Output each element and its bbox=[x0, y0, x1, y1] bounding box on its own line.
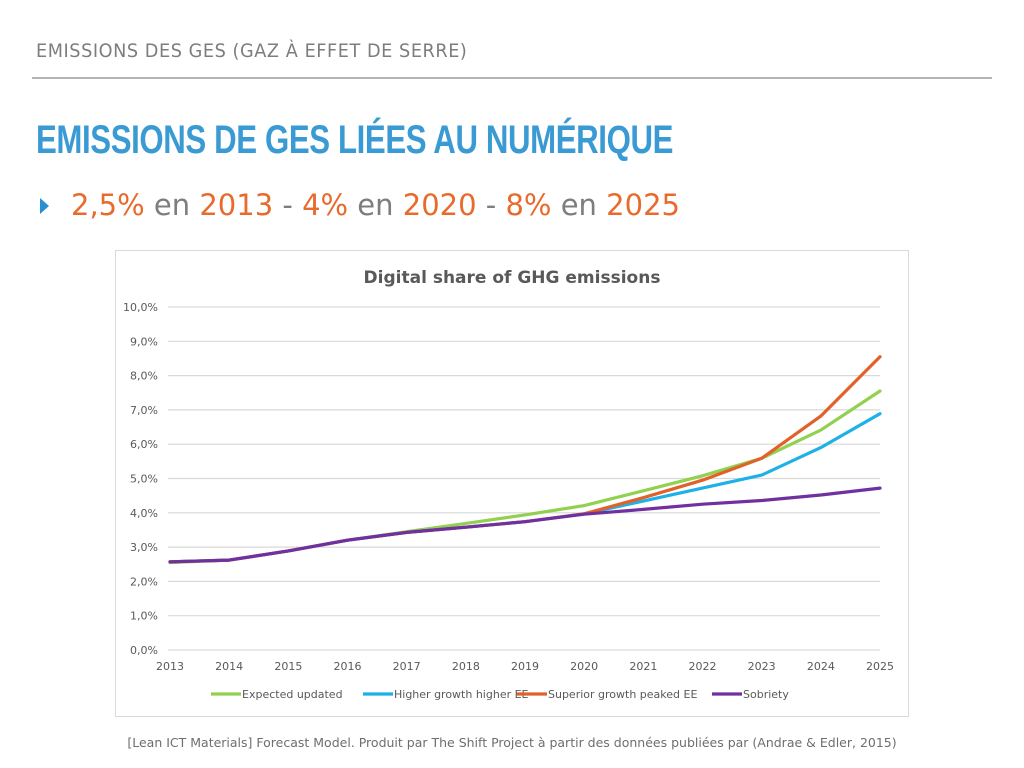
y-tick-label: 8,0% bbox=[130, 370, 158, 383]
x-tick-label: 2013 bbox=[156, 660, 184, 673]
chart-title: Digital share of GHG emissions bbox=[364, 268, 661, 288]
bullet-connector: en bbox=[348, 188, 403, 222]
legend-label: Expected updated bbox=[242, 688, 343, 701]
x-tick-label: 2023 bbox=[748, 660, 776, 673]
series-line-sobriety bbox=[168, 486, 882, 564]
y-tick-label: 4,0% bbox=[130, 507, 158, 520]
bullet-highlight: 2,5% bbox=[71, 188, 145, 222]
y-tick-label: 1,0% bbox=[130, 610, 158, 623]
bullet-highlight: 2025 bbox=[606, 188, 680, 222]
bullet-connector: - bbox=[273, 188, 303, 222]
y-tick-label: 6,0% bbox=[130, 438, 158, 451]
series-line-superior-growth-peaked-ee bbox=[168, 355, 882, 564]
section-title: EMISSIONS DES GES (GAZ À EFFET DE SERRE) bbox=[36, 40, 468, 62]
bullet-highlight: 2013 bbox=[199, 188, 274, 222]
x-tick-label: 2020 bbox=[570, 660, 598, 673]
y-tick-label: 7,0% bbox=[130, 404, 158, 417]
x-axis-ticks: 2013 2014 2015 2016 2017 2018 2019 2020 2021 2022… bbox=[156, 660, 894, 673]
slide-title: EMISSIONS DE GES LIÉES AU NUMÉRIQUE bbox=[36, 118, 674, 162]
line-chart: Digital share of GHG emissions 0,0% 1,0% 2… bbox=[123, 268, 894, 701]
bullet-highlight: 2020 bbox=[402, 188, 477, 222]
x-tick-label: 2015 bbox=[274, 660, 302, 673]
bullet-text: 2,5% en 2013 - 4% en 2020 - 8% en 2025 bbox=[71, 188, 680, 222]
y-tick-label: 3,0% bbox=[130, 541, 158, 554]
y-tick-label: 9,0% bbox=[130, 335, 158, 348]
legend-label: Sobriety bbox=[743, 688, 789, 701]
bullet-point: 2,5% en 2013 - 4% en 2020 - 8% en 2025 bbox=[40, 188, 680, 222]
y-tick-label: 10,0% bbox=[123, 301, 158, 314]
legend-label: Higher growth higher EE bbox=[394, 688, 529, 701]
series-line-expected-updated bbox=[168, 389, 882, 565]
x-tick-label: 2016 bbox=[334, 660, 362, 673]
bullet-connector: en bbox=[144, 188, 200, 222]
section-divider bbox=[32, 77, 992, 79]
gridlines bbox=[168, 306, 880, 651]
source-caption: [Lean ICT Materials] Forecast Model. Pro… bbox=[127, 735, 897, 750]
bullet-highlight: 8% bbox=[505, 188, 552, 222]
bullet-arrow-icon bbox=[40, 198, 49, 214]
y-tick-label: 0,0% bbox=[130, 644, 158, 657]
y-axis-ticks: 0,0% 1,0% 2,0% 3,0% 4,0% 5,0% 6,0% 7,0% 8,0% 9,0%… bbox=[123, 301, 158, 657]
x-tick-label: 2019 bbox=[511, 660, 539, 673]
series-lines bbox=[168, 355, 882, 565]
chart-container: Digital share of GHG emissions 0,0% 1,0% 2… bbox=[115, 250, 909, 717]
bullet-connector: en bbox=[551, 188, 607, 222]
y-tick-label: 2,0% bbox=[130, 575, 158, 588]
x-tick-label: 2014 bbox=[215, 660, 243, 673]
bullet-connector: - bbox=[476, 188, 506, 222]
y-tick-label: 5,0% bbox=[130, 473, 158, 486]
x-tick-label: 2017 bbox=[393, 660, 421, 673]
x-tick-label: 2021 bbox=[629, 660, 657, 673]
x-tick-label: 2025 bbox=[866, 660, 894, 673]
x-tick-label: 2018 bbox=[452, 660, 480, 673]
bullet-highlight: 4% bbox=[302, 188, 349, 222]
series-line-higher-growth-higher-ee bbox=[168, 412, 882, 564]
x-tick-label: 2024 bbox=[807, 660, 835, 673]
x-tick-label: 2022 bbox=[689, 660, 717, 673]
legend-label: Superior growth peaked EE bbox=[548, 688, 697, 701]
legend: Expected updated Higher growth higher EE S… bbox=[211, 688, 789, 701]
